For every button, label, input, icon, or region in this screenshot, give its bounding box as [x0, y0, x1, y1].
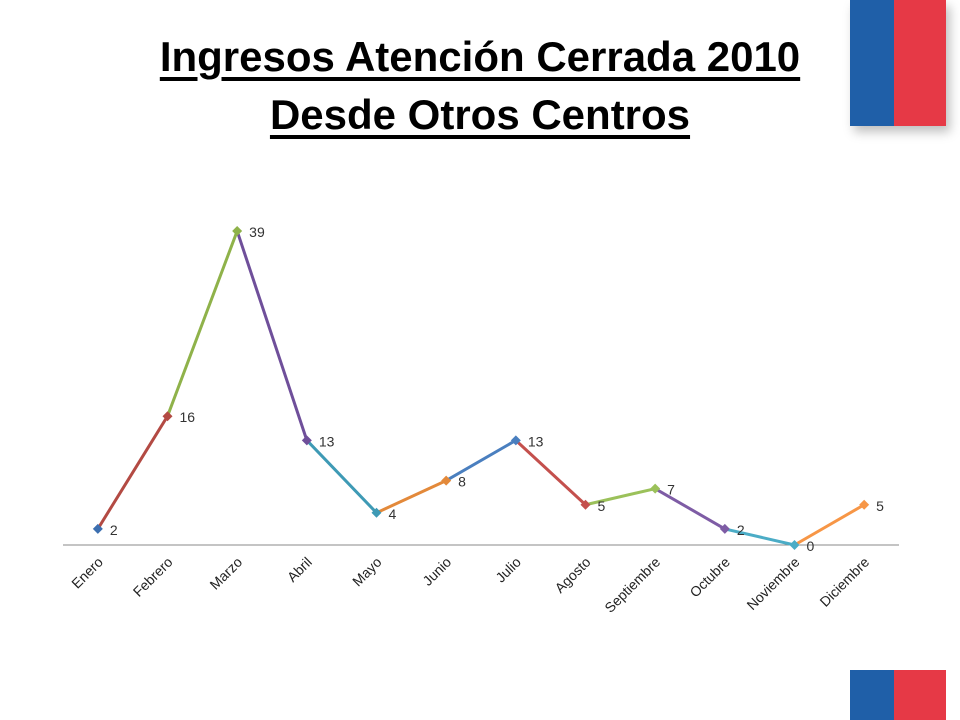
data-point-marker: [232, 226, 243, 237]
x-tick-label: Abril: [284, 554, 315, 585]
chile-flag-stripe-bottom: [850, 670, 946, 720]
data-label: 8: [458, 474, 466, 490]
flag-blue-band: [850, 0, 894, 126]
data-point-marker: [92, 523, 103, 534]
data-label: 39: [249, 224, 265, 240]
x-tick-label: Noviembre: [743, 554, 802, 613]
x-tick-label: Marzo: [206, 554, 245, 593]
x-tick-label: Julio: [492, 554, 524, 586]
series-line-segment: [723, 527, 796, 547]
x-tick-label: Junio: [419, 554, 454, 589]
x-tick-label: Agosto: [551, 554, 593, 596]
flag-blue-band: [850, 670, 894, 720]
data-point-marker: [719, 523, 730, 534]
data-label: 16: [180, 409, 196, 425]
data-point-marker: [162, 411, 173, 422]
data-label: 0: [807, 538, 815, 554]
series-line-segment: [514, 438, 587, 507]
data-point-marker: [789, 540, 800, 550]
flag-red-band: [894, 0, 946, 126]
series-line-segment: [235, 229, 309, 442]
data-point-marker: [859, 499, 870, 510]
series-line-segment: [793, 503, 866, 547]
data-label: 13: [528, 433, 544, 449]
data-label: 13: [319, 433, 335, 449]
data-point-marker: [301, 435, 312, 446]
series-line-segment: [166, 229, 239, 418]
x-tick-label: Febrero: [130, 554, 176, 600]
slide-title-line-2: Desde Otros Centros: [269, 91, 691, 138]
series-line-segment: [444, 438, 518, 483]
slide-title-line-1: Ingresos Atención Cerrada 2010: [159, 33, 801, 80]
x-tick-label: Septiembre: [601, 554, 663, 616]
series-line-segment: [305, 438, 378, 515]
data-label: 2: [110, 522, 118, 538]
series-line-segment: [375, 479, 448, 515]
flag-red-band: [894, 670, 946, 720]
data-label: 2: [737, 522, 745, 538]
x-tick-label: Mayo: [349, 554, 385, 590]
chile-flag-stripe-top: [850, 0, 946, 126]
data-label: 4: [389, 506, 397, 522]
series-line-segment: [584, 487, 657, 507]
data-point-marker: [580, 499, 591, 510]
data-label: 5: [598, 498, 606, 514]
x-tick-label: Diciembre: [816, 554, 872, 610]
data-label: 7: [667, 482, 675, 498]
data-label: 5: [876, 498, 884, 514]
data-point-marker: [441, 475, 452, 486]
series-line-segment: [653, 487, 727, 531]
data-point-marker: [650, 483, 661, 494]
data-point-marker: [510, 435, 521, 446]
data-point-marker: [371, 507, 382, 518]
series-line-segment: [96, 414, 169, 531]
slide-title: Ingresos Atención Cerrada 2010 Desde Otr…: [40, 28, 920, 144]
x-tick-label: Octubre: [686, 554, 733, 601]
x-tick-label: Enero: [68, 554, 106, 592]
